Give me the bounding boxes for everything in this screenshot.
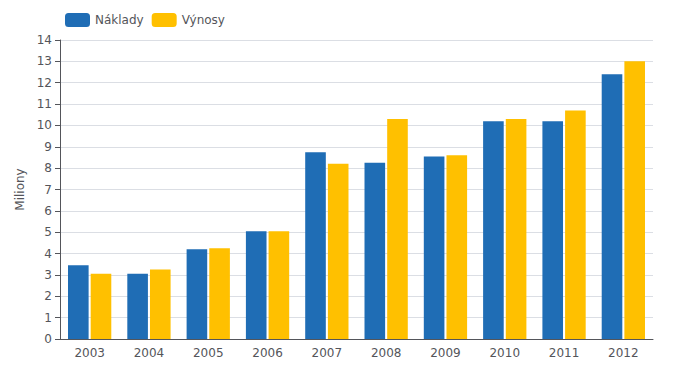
svg-text:2008: 2008	[371, 346, 402, 360]
svg-text:Výnosy: Výnosy	[182, 13, 225, 27]
svg-text:0: 0	[44, 332, 52, 346]
svg-text:6: 6	[44, 204, 52, 218]
svg-text:10: 10	[37, 118, 52, 132]
svg-text:2011: 2011	[549, 346, 580, 360]
svg-text:2010: 2010	[489, 346, 520, 360]
svg-text:2003: 2003	[74, 346, 105, 360]
svg-text:14: 14	[37, 33, 52, 47]
svg-text:2012: 2012	[608, 346, 639, 360]
svg-text:11: 11	[37, 97, 52, 111]
svg-text:2006: 2006	[252, 346, 283, 360]
svg-text:8: 8	[44, 161, 52, 175]
svg-text:13: 13	[37, 54, 52, 68]
svg-text:2004: 2004	[134, 346, 165, 360]
svg-text:4: 4	[44, 247, 52, 261]
svg-text:2009: 2009	[430, 346, 461, 360]
svg-text:2005: 2005	[193, 346, 224, 360]
svg-text:2007: 2007	[312, 346, 343, 360]
svg-text:Miliony: Miliony	[13, 168, 27, 210]
svg-text:1: 1	[44, 311, 52, 325]
svg-text:9: 9	[44, 140, 52, 154]
svg-text:Náklady: Náklady	[95, 13, 144, 27]
svg-text:3: 3	[44, 268, 52, 282]
svg-text:7: 7	[44, 183, 52, 197]
svg-text:5: 5	[44, 225, 52, 239]
svg-text:12: 12	[37, 76, 52, 90]
svg-text:2: 2	[44, 289, 52, 303]
